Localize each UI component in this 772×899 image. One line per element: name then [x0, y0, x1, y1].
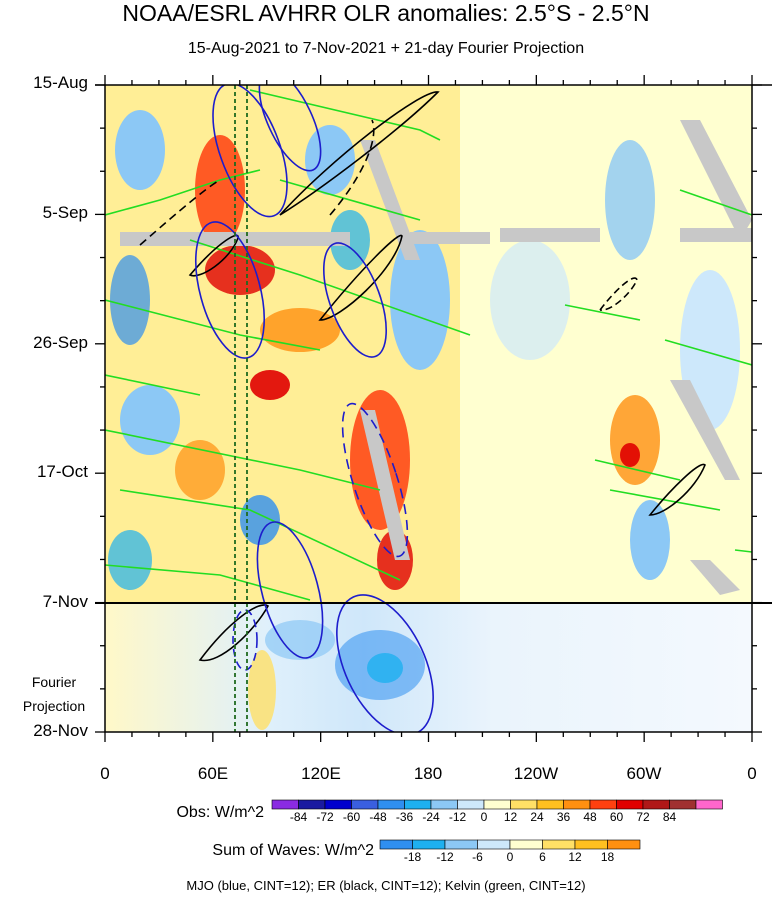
obs-colorbar-level: 48 — [583, 810, 597, 824]
chart-subtitle: 15-Aug-2021 to 7-Nov-2021 + 21-day Fouri… — [187, 40, 585, 57]
chart-title: NOAA/ESRL AVHRR OLR anomalies: 2.5°S - 2… — [122, 0, 650, 26]
y-tick-label: 28-Nov — [33, 721, 88, 740]
obs-colorbar-swatch — [510, 799, 538, 810]
waves-colorbar-swatch — [574, 839, 608, 850]
obs-colorbar-swatch — [377, 799, 405, 810]
x-tick-label: 120W — [513, 764, 559, 783]
obs-colorbar-swatch — [430, 799, 458, 810]
y-tick-label: 5-Sep — [42, 203, 88, 222]
obs-colorbar-swatch — [324, 799, 352, 810]
mjo-contours — [195, 85, 434, 732]
obs-colorbar-swatch — [457, 799, 485, 810]
legend-footer: MJO (blue, CINT=12); ER (black, CINT=12)… — [186, 878, 586, 893]
y-tick-label: 7-Nov — [42, 592, 88, 611]
x-tick-label: 60W — [626, 764, 662, 783]
obs-colorbar-level: 0 — [481, 810, 488, 824]
obs-colorbar-level: 72 — [636, 810, 650, 824]
obs-colorbar-level: 24 — [530, 810, 544, 824]
waves-colorbar-swatch — [509, 839, 543, 850]
obs-colorbar-swatch — [271, 799, 299, 810]
obs-colorbar: -84 -72 -60 -48 -36 -24 -12 0 12 24 36 48 60 72 84 — [271, 799, 723, 824]
obs-colorbar-level: -60 — [343, 810, 361, 824]
waves-colorbar-level: -12 — [436, 850, 454, 864]
x-tick-label: 0 — [100, 764, 110, 783]
y-tick-label: 26-Sep — [33, 333, 88, 352]
x-tick-label: 120E — [301, 764, 341, 783]
anomaly-field — [105, 85, 752, 732]
obs-colorbar-swatch — [695, 799, 723, 810]
waves-colorbar-swatch — [607, 839, 641, 850]
obs-colorbar-swatch — [351, 799, 379, 810]
waves-colorbar-level: -6 — [472, 850, 483, 864]
obs-colorbar-swatch — [563, 799, 591, 810]
x-tick-label: 60E — [197, 764, 229, 783]
waves-colorbar-level: 12 — [568, 850, 582, 864]
obs-colorbar-level: -48 — [369, 810, 387, 824]
er-contours — [139, 91, 706, 662]
waves-colorbar-swatch — [412, 839, 446, 850]
obs-colorbar-level: -72 — [316, 810, 334, 824]
obs-colorbar-level: 12 — [504, 810, 518, 824]
obs-colorbar-level: 36 — [557, 810, 571, 824]
obs-colorbar-level: 84 — [663, 810, 677, 824]
obs-anomaly-patches — [108, 110, 740, 590]
obs-colorbar-swatch — [536, 799, 564, 810]
waves-colorbar-swatch — [379, 839, 413, 850]
obs-colorbar-level: -24 — [422, 810, 440, 824]
obs-colorbar-swatch — [483, 799, 511, 810]
obs-colorbar-swatch — [298, 799, 326, 810]
obs-colorbar-level: -12 — [449, 810, 467, 824]
waves-colorbar: -18 -12 -6 0 6 12 18 — [379, 839, 641, 864]
y-tick-label: 17-Oct — [36, 462, 88, 481]
waves-colorbar-label: Sum of Waves: W/m^2 — [212, 842, 374, 859]
obs-colorbar-swatch — [589, 799, 617, 810]
obs-colorbar-swatch — [669, 799, 697, 810]
waves-colorbar-level: -18 — [404, 850, 422, 864]
waves-colorbar-swatch — [477, 839, 511, 850]
obs-colorbar-level: 60 — [610, 810, 624, 824]
x-tick-label: 180 — [413, 764, 443, 783]
waves-colorbar-level: 6 — [539, 850, 546, 864]
obs-colorbar-swatch — [404, 799, 432, 810]
waves-colorbar-swatch — [444, 839, 478, 850]
waves-colorbar-level: 18 — [601, 850, 615, 864]
waves-colorbar-level: 0 — [507, 850, 514, 864]
waves-colorbar-swatch — [542, 839, 576, 850]
x-tick-label: 0 — [747, 764, 757, 783]
axis-ticks — [95, 75, 762, 742]
y-tick-label: 15-Aug — [33, 73, 88, 92]
obs-colorbar-label: Obs: W/m^2 — [176, 804, 264, 821]
obs-colorbar-swatch — [642, 799, 670, 810]
obs-colorbar-swatch — [616, 799, 644, 810]
obs-colorbar-level: -36 — [396, 810, 414, 824]
obs-colorbar-level: -84 — [290, 810, 308, 824]
projection-label: Fourier Projection — [22, 674, 86, 714]
